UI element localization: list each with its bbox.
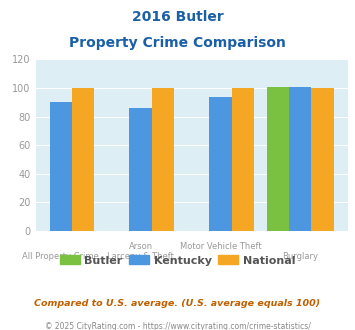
Text: 2016 Butler: 2016 Butler <box>132 10 223 24</box>
Legend: Butler, Kentucky, National: Butler, Kentucky, National <box>55 251 300 270</box>
Text: © 2025 CityRating.com - https://www.cityrating.com/crime-statistics/: © 2025 CityRating.com - https://www.city… <box>45 322 310 330</box>
Bar <box>311 88 334 231</box>
Bar <box>50 102 72 231</box>
Text: All Property Crime: All Property Crime <box>22 252 99 261</box>
Bar <box>289 86 311 231</box>
Bar <box>152 88 174 231</box>
Text: Motor Vehicle Theft: Motor Vehicle Theft <box>180 243 261 251</box>
Bar <box>72 88 94 231</box>
Text: Burglary: Burglary <box>282 252 318 261</box>
Bar <box>267 86 289 231</box>
Text: Property Crime Comparison: Property Crime Comparison <box>69 36 286 50</box>
Text: Compared to U.S. average. (U.S. average equals 100): Compared to U.S. average. (U.S. average … <box>34 299 321 308</box>
Bar <box>209 97 231 231</box>
Bar <box>231 88 254 231</box>
Bar <box>130 108 152 231</box>
Text: Larceny & Theft: Larceny & Theft <box>107 252 174 261</box>
Text: Arson: Arson <box>129 243 153 251</box>
